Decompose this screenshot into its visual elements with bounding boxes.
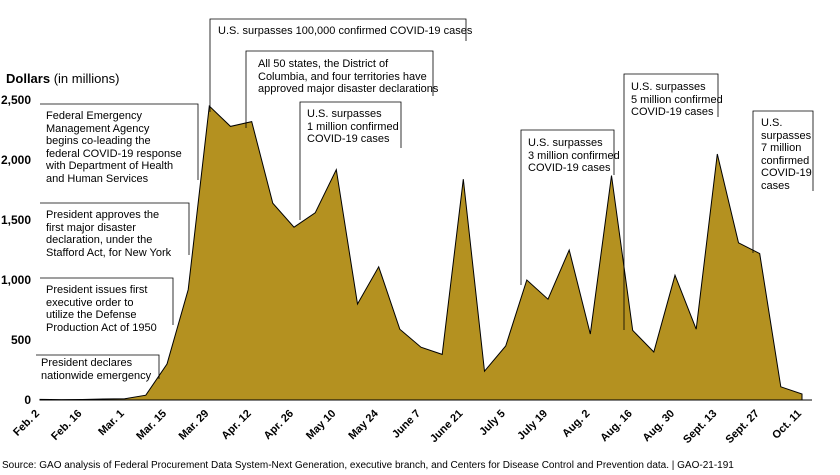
x-tick-label: Mar. 15 [134,408,169,443]
y-tick-label: 1,500 [1,213,31,227]
area-series [39,104,803,401]
annotation-100k-cases: U.S. surpasses 100,000 confirmed COVID-1… [218,25,473,37]
annotation-1m-cases: U.S. surpasses 1 million confirmed COVID… [307,108,399,145]
x-tick-label: June 21 [428,408,465,445]
x-tick-label: Mar. 29 [177,408,212,443]
x-tick-label: Oct. 11 [770,408,804,442]
y-tick-label: 2,500 [1,93,31,107]
source-note: Source: GAO analysis of Federal Procurem… [2,460,734,471]
y-tick-label: 500 [11,333,31,347]
annotation-leader-line [40,103,199,180]
annotation-leader-line [299,101,402,220]
x-tick-label: May 24 [346,407,381,442]
x-tick-label: Aug. 16 [598,408,635,445]
y-axis-unit: (in millions) [53,71,120,86]
x-tick-label: May 10 [304,408,338,442]
y-axis: 0 500 1,000 1,500 2,000 2,500 [1,93,31,407]
x-tick-label: Sept. 27 [723,408,761,446]
area-layer [39,104,812,401]
annotation-5m-cases: U.S. surpasses 5 million confirmed COVID… [631,81,723,118]
x-tick-label: Sept. 13 [681,408,719,446]
annotation-lines [36,18,814,379]
x-tick-label: Feb. 16 [49,408,84,443]
y-tick-label: 0 [24,393,31,407]
y-axis-title: Dollars (in millions) [6,71,119,86]
annotation-leader-line [752,110,814,253]
x-axis: Feb. 2 Feb. 16 Mar. 1 Mar. 15 Mar. 29 Apr. 12… [11,407,804,446]
annotation-leader-line [520,129,615,285]
annotation-leader-line [40,277,174,325]
annotation-disaster-declarations: All 50 states, the District of Columbia,… [258,58,439,95]
y-axis-label: Dollars [6,71,51,86]
annotation-leader-line [245,50,434,128]
annotation-leader-line [36,354,160,379]
annotation-leader-line [623,73,719,330]
annotation-stafford-act: President approves the first major disas… [46,209,172,259]
annotation-defense-production-act: President issues first executive order t… [46,284,157,334]
x-tick-label: Mar. 1 [96,408,127,439]
x-tick-label: Aug. 2 [560,408,592,440]
x-tick-label: Apr. 12 [219,408,253,442]
annotation-7m-cases: U.S. surpasses 7 million confirmed COVID… [761,117,812,192]
annotation-leader-line [40,202,190,255]
x-tick-label: June 7 [390,408,423,441]
annotation-nationwide-emergency: President declares nationwide emergency [41,357,152,382]
x-tick-label: July 5 [477,408,508,439]
annotation-fema: Federal Emergency Management Agency begi… [46,110,182,185]
annotation-3m-cases: U.S. surpasses 3 million confirmed COVID… [528,137,620,174]
x-tick-label: Aug. 30 [641,408,678,445]
x-tick-label: Apr. 26 [262,408,296,442]
y-tick-label: 1,000 [1,273,31,287]
x-tick-label: July 19 [515,408,550,443]
annotation-leader-line [209,18,467,112]
y-tick-label: 2,000 [1,153,31,167]
x-tick-label: Feb. 2 [11,408,42,439]
